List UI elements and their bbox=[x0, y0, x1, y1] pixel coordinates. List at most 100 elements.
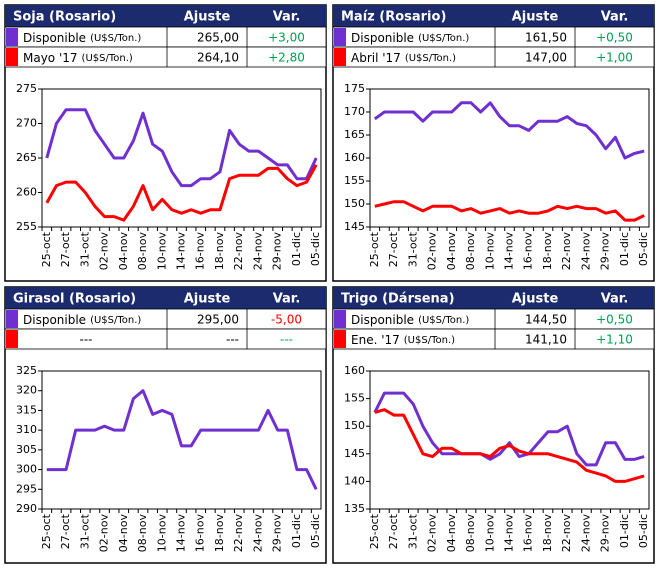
x-tick-label: 29-nov bbox=[271, 232, 284, 271]
header-bar bbox=[333, 5, 654, 27]
data-line bbox=[374, 408, 645, 483]
x-tick-label: 16-nov bbox=[522, 232, 535, 271]
x-tick-label: 01-dic bbox=[290, 232, 303, 266]
x-tick-label: 05-dic bbox=[309, 514, 322, 548]
y-tick-label: 270 bbox=[16, 117, 37, 130]
y-tick-label: 310 bbox=[16, 423, 37, 436]
x-tick-label: 25-oct bbox=[40, 513, 53, 549]
y-tick-label: 145 bbox=[344, 447, 365, 460]
x-tick-label: 18-nov bbox=[541, 514, 554, 553]
row-name: Disponible bbox=[23, 313, 86, 327]
row-ajuste: 144,50 bbox=[525, 313, 567, 327]
y-tick-label: 165 bbox=[344, 128, 365, 141]
x-tick-label: 24-nov bbox=[579, 514, 592, 553]
row-var: +1,00 bbox=[596, 51, 633, 65]
y-tick-label: 160 bbox=[344, 364, 365, 377]
y-tick-label: 305 bbox=[16, 443, 37, 456]
row-label: Ene. '17 (U$S/Ton.) bbox=[351, 333, 455, 347]
x-tick-label: 24-nov bbox=[251, 232, 264, 271]
x-tick-label: 22-nov bbox=[560, 514, 573, 553]
x-tick-label: 22-nov bbox=[232, 514, 245, 553]
x-tick-label: 25-oct bbox=[40, 231, 53, 267]
x-tick-label: 25-oct bbox=[368, 231, 381, 267]
x-tick-label: 08-nov bbox=[464, 232, 477, 271]
y-tick-label: 275 bbox=[16, 82, 37, 95]
y-tick-label: 140 bbox=[344, 474, 365, 487]
y-tick-label: 320 bbox=[16, 384, 37, 397]
header-bar bbox=[5, 287, 326, 309]
x-tick-label: 04-nov bbox=[445, 514, 458, 553]
x-tick-label: 05-dic bbox=[309, 232, 322, 266]
row-var: +3,00 bbox=[268, 31, 305, 45]
series-swatch bbox=[334, 330, 346, 348]
header-bar bbox=[5, 5, 326, 27]
x-tick-label: 08-nov bbox=[136, 232, 149, 271]
y-tick-label: 155 bbox=[344, 174, 365, 187]
x-tick-label: 22-nov bbox=[232, 232, 245, 271]
x-tick-label: 02-nov bbox=[426, 514, 439, 553]
row-unit: (U$S/Ton.) bbox=[418, 33, 469, 44]
y-tick-label: 160 bbox=[344, 151, 365, 164]
row-ajuste: 141,10 bbox=[525, 333, 567, 347]
x-tick-label: 18-nov bbox=[213, 514, 226, 553]
column-header: Var. bbox=[273, 10, 301, 25]
x-tick-label: 01-dic bbox=[290, 514, 303, 548]
x-tick-label: 08-nov bbox=[464, 514, 477, 553]
row-ajuste: 161,50 bbox=[525, 31, 567, 45]
series-swatch bbox=[334, 310, 346, 328]
x-tick-label: 22-nov bbox=[560, 232, 573, 271]
x-tick-label: 27-oct bbox=[59, 513, 72, 549]
x-tick-label: 01-dic bbox=[618, 232, 631, 266]
panel-title: Soja (Rosario) bbox=[13, 10, 116, 25]
x-tick-label: 04-nov bbox=[445, 232, 458, 271]
x-tick-label: 04-nov bbox=[117, 514, 130, 553]
x-tick-label: 16-nov bbox=[194, 514, 207, 553]
column-header: Ajuste bbox=[184, 292, 231, 307]
series-swatch bbox=[6, 310, 18, 328]
x-tick-label: 02-nov bbox=[426, 232, 439, 271]
x-tick-label: 02-nov bbox=[98, 232, 111, 271]
y-tick-label: 150 bbox=[344, 197, 365, 210]
row-label: Mayo '17 (U$S/Ton.) bbox=[23, 51, 133, 65]
row-unit: (U$S/Ton.) bbox=[90, 315, 141, 326]
x-tick-label: 10-nov bbox=[155, 232, 168, 271]
row-name: Disponible bbox=[23, 31, 86, 45]
x-tick-label: 04-nov bbox=[117, 232, 130, 271]
row-unit: (U$S/Ton.) bbox=[418, 315, 469, 326]
row-var: +2,80 bbox=[268, 51, 305, 65]
series-swatch bbox=[334, 28, 346, 46]
panel-title: Maíz (Rosario) bbox=[341, 10, 446, 25]
row-name: Disponible bbox=[351, 31, 414, 45]
column-header: Ajuste bbox=[184, 10, 231, 25]
row-name: Mayo '17 bbox=[23, 51, 78, 65]
y-tick-label: 290 bbox=[16, 502, 37, 515]
y-tick-label: 150 bbox=[344, 419, 365, 432]
y-tick-label: 300 bbox=[16, 463, 37, 476]
row-var: -5,00 bbox=[271, 313, 302, 327]
x-tick-label: 16-nov bbox=[522, 514, 535, 553]
row-ajuste: 295,00 bbox=[197, 313, 239, 327]
x-tick-label: 16-nov bbox=[194, 232, 207, 271]
x-tick-label: 24-nov bbox=[251, 514, 264, 553]
y-tick-label: 325 bbox=[16, 364, 37, 377]
data-line bbox=[374, 200, 645, 222]
x-tick-label: 01-dic bbox=[618, 514, 631, 548]
row-bg bbox=[332, 328, 655, 350]
data-line bbox=[45, 164, 318, 222]
x-tick-label: 24-nov bbox=[579, 232, 592, 271]
row-bg bbox=[4, 46, 327, 68]
data-line bbox=[373, 391, 645, 467]
x-tick-label: 27-oct bbox=[59, 231, 72, 267]
row-label: Disponible (U$S/Ton.) bbox=[23, 313, 141, 327]
row-unit: (U$S/Ton.) bbox=[90, 33, 141, 44]
x-tick-label: 31-oct bbox=[78, 513, 91, 549]
y-tick-label: 295 bbox=[16, 482, 37, 495]
header-bar bbox=[333, 287, 654, 309]
row-ajuste: 265,00 bbox=[197, 31, 239, 45]
row-name: --- bbox=[80, 333, 93, 347]
row-unit: (U$S/Ton.) bbox=[404, 335, 455, 346]
column-header: Ajuste bbox=[512, 10, 559, 25]
x-tick-label: 05-dic bbox=[637, 514, 650, 548]
x-tick-label: 31-oct bbox=[78, 231, 91, 267]
